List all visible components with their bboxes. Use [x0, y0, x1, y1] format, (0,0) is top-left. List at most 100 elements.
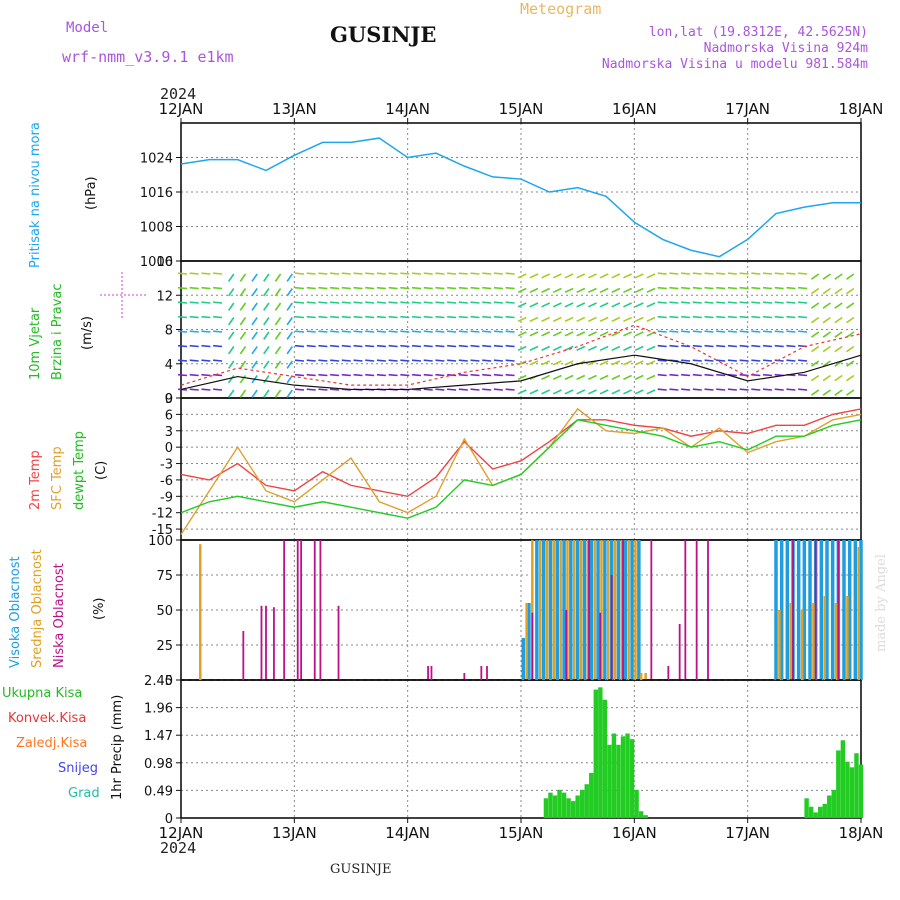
model-label: Model [66, 20, 109, 36]
wind-arrow [482, 315, 492, 319]
wind-arrow [727, 359, 737, 362]
wind-arrow [505, 272, 515, 275]
wind-arrow [274, 273, 282, 282]
wind-arrow [400, 359, 410, 362]
wind-arrow [751, 301, 761, 304]
wind-arrow [470, 286, 480, 290]
cloud-mid-bar [778, 610, 781, 680]
wind-arrow [341, 315, 351, 319]
wind-arrow [376, 315, 386, 319]
wind-arrow [517, 302, 527, 308]
wind-arrow [447, 344, 457, 348]
wind-arrow [727, 272, 737, 275]
wind-arrow [274, 302, 282, 311]
wind-arrow [541, 360, 551, 366]
wind-arrow [599, 316, 609, 323]
wind-arrow [634, 345, 644, 352]
wind-arrow [623, 374, 632, 381]
wind-arrow [306, 330, 316, 333]
wind-arrow [762, 344, 773, 348]
wind-arrow [400, 315, 410, 319]
cloud-high-bar [825, 540, 829, 680]
wind-arrow [482, 359, 492, 362]
precip-bar [566, 798, 571, 818]
wind-arrow [177, 359, 188, 362]
precip-bar [611, 733, 617, 818]
wind-arrow [330, 344, 340, 348]
wind-arrow [239, 288, 247, 297]
wind-arrow [762, 373, 773, 377]
legend-snow: Snijeg [58, 761, 98, 776]
y-tick-label: 12 [156, 289, 173, 304]
wind-arrow [834, 302, 843, 309]
wind-arrow [681, 286, 691, 290]
wind-arrow [834, 389, 843, 396]
wind-arrow [294, 315, 305, 319]
year-top: 2024 [160, 85, 197, 103]
wind-arrow [529, 302, 539, 308]
wind-arrow [330, 388, 340, 391]
wind-arrow [286, 375, 293, 384]
wind-arrow [634, 389, 644, 395]
wind-arrow [786, 388, 796, 391]
wind-arrow [704, 315, 714, 319]
wind-arrow [634, 287, 644, 294]
y-tick-label: 0.49 [144, 784, 173, 799]
wind-arrow [599, 374, 609, 381]
wind-arrow [201, 388, 211, 391]
wind-arrow [263, 331, 270, 340]
precip-bar [607, 744, 612, 818]
wind-arrow [646, 374, 656, 381]
wind-arrow [388, 315, 398, 319]
wind-arrow [411, 315, 422, 319]
cloud-low-bar [792, 540, 794, 680]
wind-arrow [529, 331, 539, 337]
wind-arrow [318, 388, 328, 391]
wind-arrow [365, 359, 375, 362]
wind-arrow [482, 330, 492, 333]
wind-arrow [822, 273, 831, 280]
wind-arrow [552, 389, 562, 395]
wind-arrow [341, 286, 351, 290]
wind-arrow [189, 359, 199, 362]
wind-arrow [447, 301, 457, 304]
wind-arrow [692, 315, 702, 319]
wind-arrow [552, 345, 562, 352]
wind-arrow [213, 315, 223, 319]
wind-arrow [786, 315, 796, 319]
y-tick-label: -6 [160, 474, 173, 489]
wind-arrow [213, 344, 223, 348]
wind-arrow [762, 359, 773, 362]
wind-arrow [353, 286, 363, 290]
cloud-mid-bar [823, 596, 826, 680]
wind-arrow [810, 374, 820, 382]
wind-arrow [846, 345, 855, 353]
wind-arrow [634, 374, 644, 381]
wind-arrow [692, 272, 702, 275]
wind-arrow [435, 272, 445, 275]
wind-arrow [798, 373, 808, 377]
cloud-low-bar [707, 540, 709, 680]
wind-arrow [493, 344, 503, 348]
wind-arrow [318, 301, 328, 304]
wind-arrow [588, 273, 597, 279]
cloud-low-bar [622, 540, 624, 680]
wind-arrow [251, 302, 258, 311]
wind-arrow [576, 345, 586, 352]
cloud-high-bar [569, 540, 573, 680]
wind-arrow [423, 344, 433, 348]
cloud-high-bar [575, 540, 580, 680]
wind-arrow [376, 272, 386, 275]
wind-arrow [365, 272, 375, 275]
wind-arrow [681, 301, 691, 304]
wind-arrow [306, 272, 316, 275]
y-tick-label: -15 [152, 523, 173, 538]
wind-arrow [376, 330, 386, 333]
wind-arrow [681, 344, 691, 348]
wind-arrow [201, 359, 211, 362]
x-tick-label-bottom: 14JAN [385, 824, 430, 842]
wind-arrow [353, 315, 363, 319]
wind-arrow [274, 389, 282, 398]
